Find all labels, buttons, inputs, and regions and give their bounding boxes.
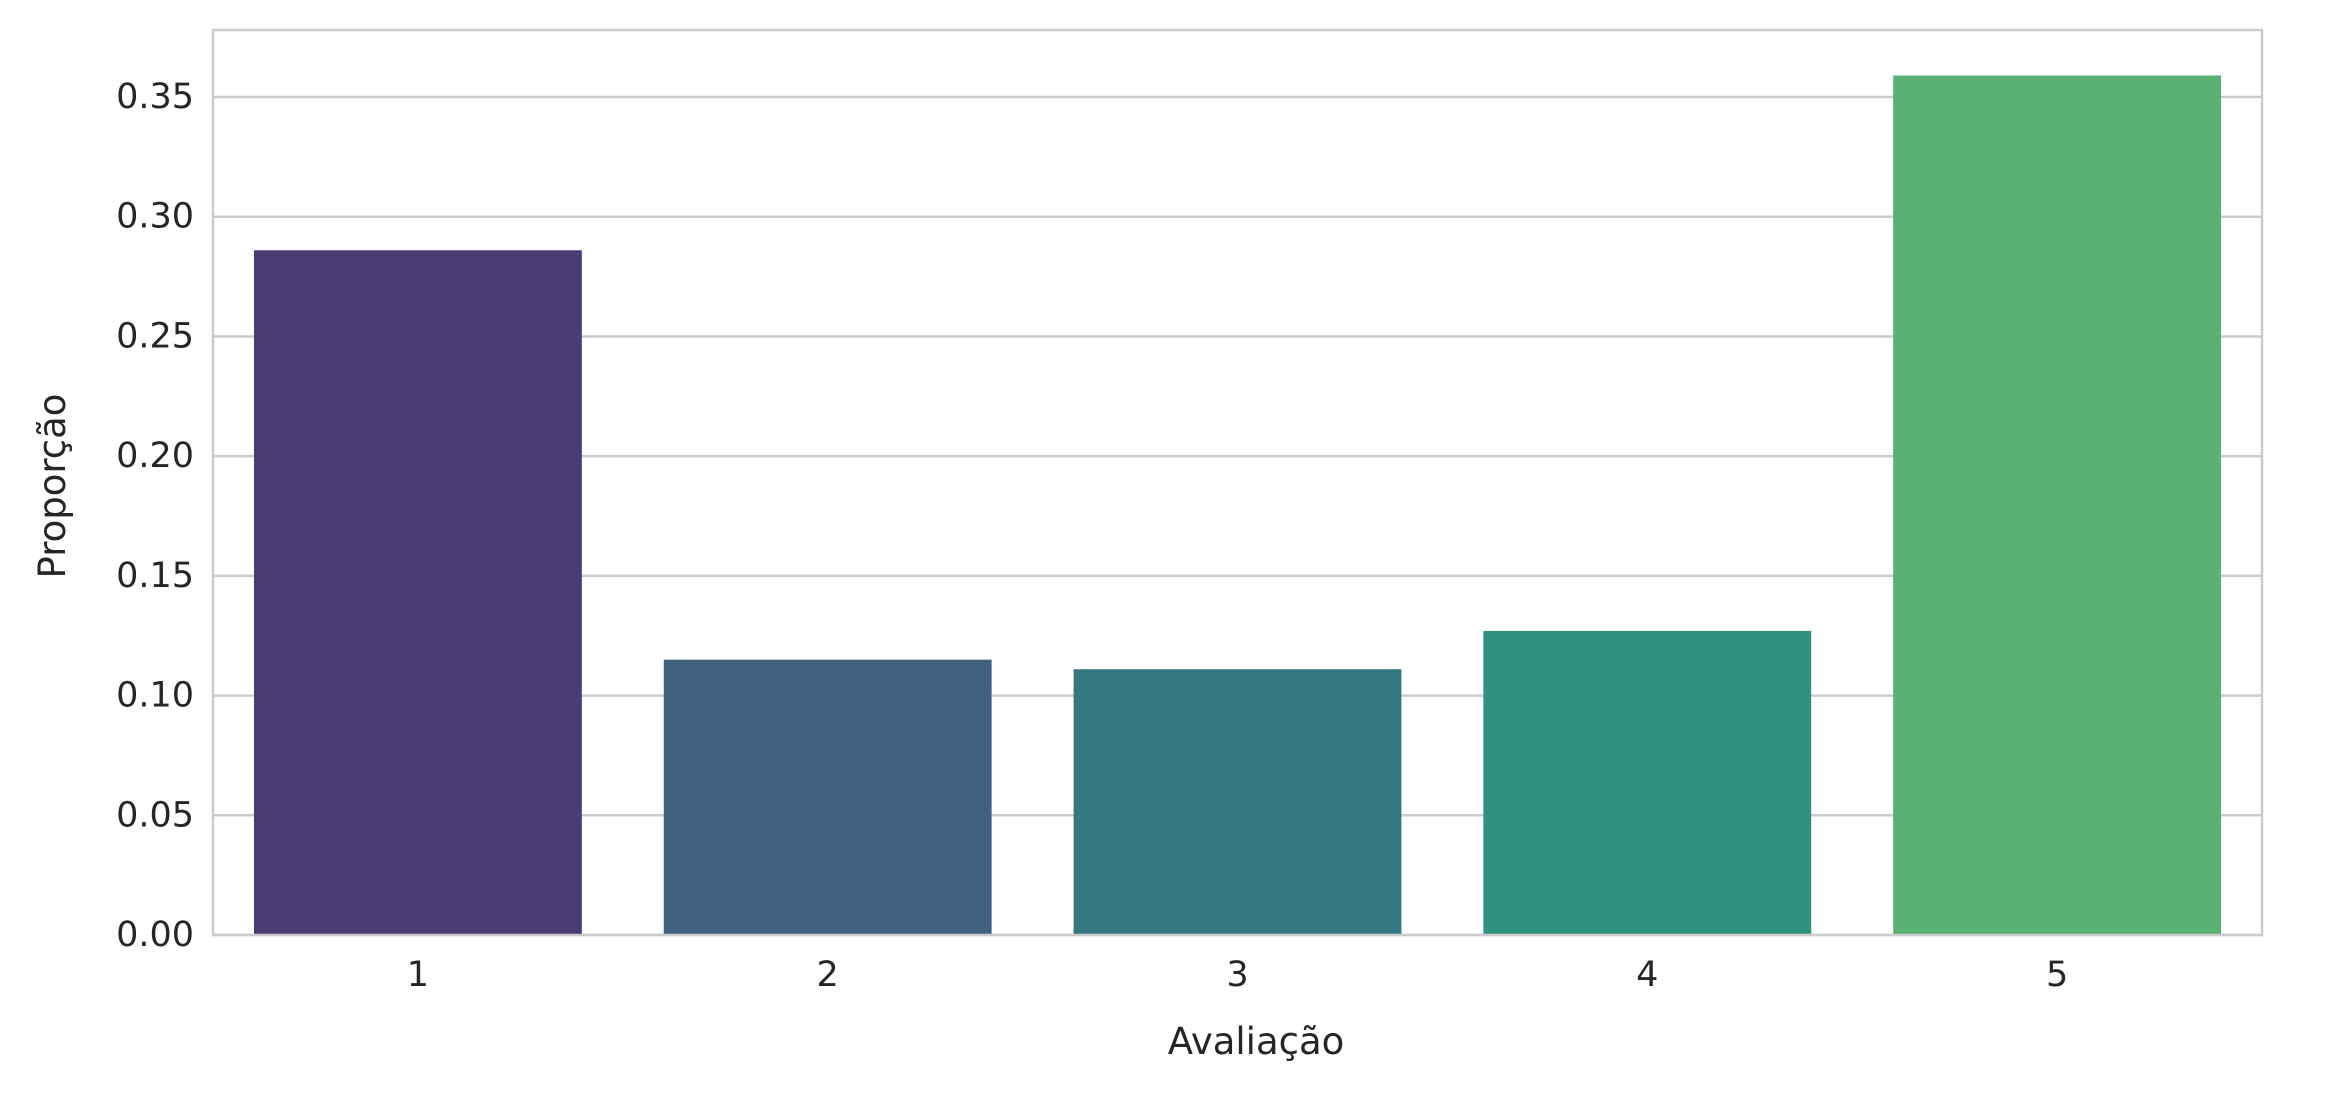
x-tick-label: 5 xyxy=(2046,955,2068,995)
y-tick-label: 0.25 xyxy=(116,316,194,356)
bar-3 xyxy=(1073,669,1402,935)
bar-4 xyxy=(1483,630,1812,935)
y-tick-label: 0.15 xyxy=(116,556,194,596)
y-tick-label: 0.20 xyxy=(116,436,194,476)
bar-2 xyxy=(663,659,992,935)
y-tick-labels: 0.00 0.05 0.10 0.15 0.20 0.25 0.30 0.35 xyxy=(116,77,194,955)
bar-1 xyxy=(253,250,582,936)
x-axis-label: Avaliação xyxy=(1168,1020,1345,1063)
bars xyxy=(253,75,2222,936)
y-tick-label: 0.05 xyxy=(116,795,194,835)
bar-5 xyxy=(1893,75,2222,935)
x-tick-label: 3 xyxy=(1226,955,1248,995)
y-tick-label: 0.00 xyxy=(116,915,194,955)
x-tick-labels: 1 2 3 4 5 xyxy=(407,955,2068,995)
y-tick-label: 0.35 xyxy=(116,77,194,117)
axes-frame xyxy=(211,28,2264,937)
x-tick-label: 1 xyxy=(407,955,429,995)
y-tick-label: 0.30 xyxy=(116,197,194,237)
y-tick-label: 0.10 xyxy=(116,676,194,716)
x-tick-label: 2 xyxy=(817,955,839,995)
y-axis-label: Proporção xyxy=(31,394,74,579)
x-tick-label: 4 xyxy=(1636,955,1658,995)
